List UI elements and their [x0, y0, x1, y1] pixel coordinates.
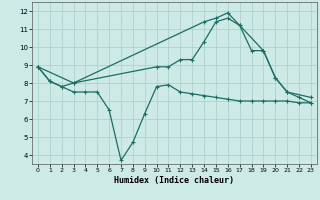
X-axis label: Humidex (Indice chaleur): Humidex (Indice chaleur)	[115, 176, 234, 185]
